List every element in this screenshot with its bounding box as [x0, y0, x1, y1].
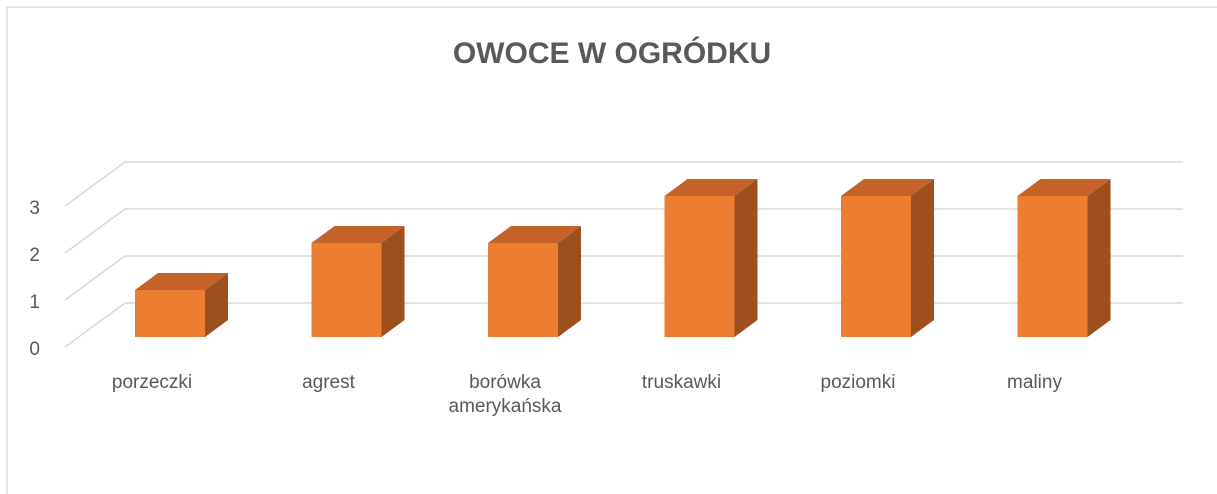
bar-front — [664, 196, 735, 337]
bar — [664, 179, 758, 337]
x-tick-label: porzeczki — [111, 372, 193, 393]
bar — [488, 226, 581, 337]
x-tick-label: agrest — [302, 372, 355, 393]
grid-line — [64, 302, 1183, 348]
x-tick-label: poziomki — [820, 372, 896, 393]
bar-top — [135, 273, 228, 290]
x-tick-label: truskawki — [641, 372, 722, 393]
bar-side — [558, 226, 581, 337]
bar-top — [841, 179, 934, 196]
grid-line — [64, 161, 1183, 207]
bar-top — [1017, 179, 1111, 196]
bar-top — [488, 226, 581, 243]
bar-side — [734, 179, 758, 337]
bar-front — [311, 243, 382, 337]
grid-line — [64, 208, 1183, 254]
bar — [841, 179, 934, 337]
bar-side — [911, 179, 934, 337]
bar — [135, 273, 228, 337]
y-tick-label: 3 — [29, 198, 40, 219]
bar-front — [135, 290, 205, 337]
bar-side — [205, 273, 228, 337]
y-tick-label: 2 — [29, 245, 40, 266]
bar-side — [381, 226, 405, 337]
x-tick-label: borówka amerykańska — [448, 372, 562, 417]
bar-front — [1017, 196, 1088, 337]
y-tick-label: 1 — [29, 292, 40, 313]
bar-top — [311, 226, 405, 243]
chart-title: OWOCE W OGRÓDKU — [453, 36, 771, 70]
bar-front — [488, 243, 558, 337]
bar — [1017, 179, 1111, 337]
grid-line — [64, 255, 1183, 301]
y-tick-label: 0 — [29, 339, 40, 360]
bar-front — [841, 196, 911, 337]
x-tick-label: maliny — [1007, 372, 1062, 393]
bar — [311, 226, 405, 337]
bar-side — [1087, 179, 1111, 337]
chart-border — [6, 6, 1217, 494]
bar-top — [664, 179, 758, 196]
